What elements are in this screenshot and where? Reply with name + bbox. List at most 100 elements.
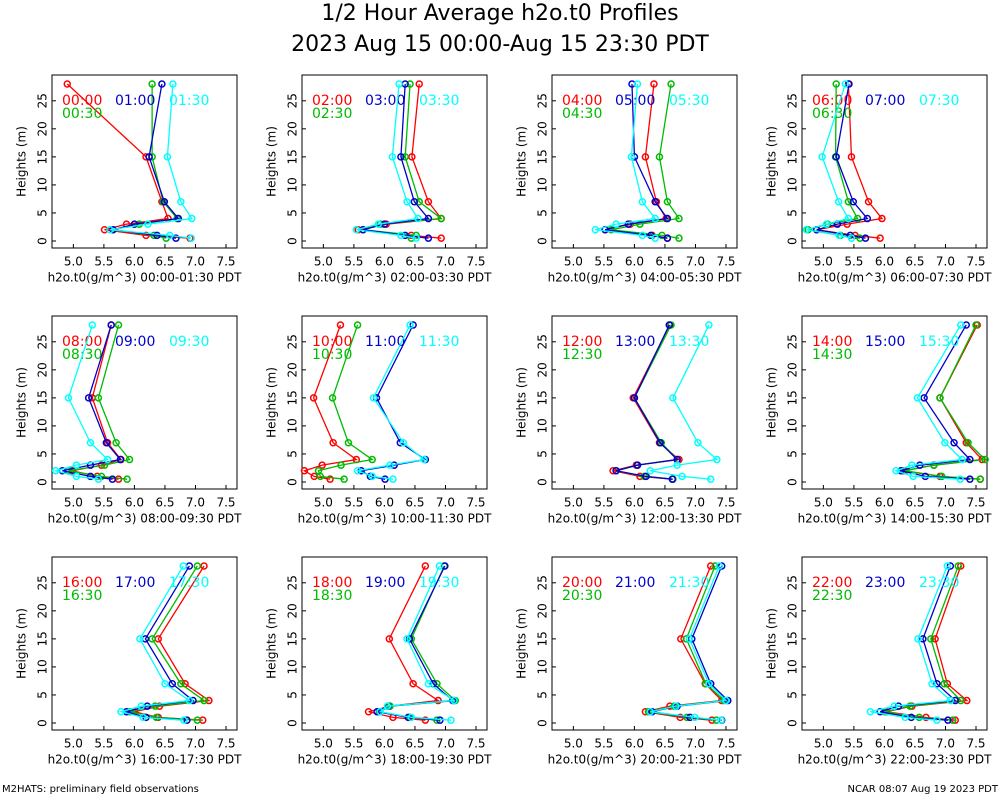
profile-point: [160, 197, 169, 206]
profile-point: [72, 461, 81, 469]
y-tick-label: 20: [536, 603, 550, 618]
profile-point: [713, 455, 721, 464]
profile-point: [651, 234, 659, 242]
profile-point: [412, 234, 420, 242]
profile-point: [434, 696, 442, 705]
profile-point: [179, 562, 188, 570]
x-axis-label: h2o.t0(g/m^3) 00:00-01:30 PDT: [48, 271, 243, 285]
profile-point: [424, 234, 433, 242]
plot-frame: [551, 556, 738, 731]
profile-point: [951, 696, 960, 705]
profile-point: [668, 475, 677, 483]
y-tick-label: 20: [36, 603, 50, 618]
profile-point: [818, 153, 826, 161]
profile-point: [638, 231, 647, 240]
profile-point: [368, 472, 376, 481]
y-tick-label: 20: [786, 121, 800, 136]
y-tick-label: 0: [36, 478, 50, 486]
profile-point: [86, 438, 95, 447]
profile-point: [415, 197, 423, 206]
profile-point: [861, 234, 870, 242]
profile-point: [878, 214, 886, 223]
profile-point: [946, 696, 955, 705]
x-axis-label: h2o.t0(g/m^3) 14:00-15:30 PDT: [798, 512, 993, 526]
y-tick-label: 5: [786, 691, 800, 699]
y-tick-label: 5: [36, 450, 50, 458]
profile-point: [368, 455, 376, 464]
profile-point: [901, 713, 909, 722]
profile-point: [64, 394, 73, 402]
profile-point: [630, 394, 639, 402]
profile-point: [822, 220, 831, 228]
profile-point: [316, 472, 325, 481]
profile-point: [193, 562, 202, 570]
profile-point: [145, 153, 153, 161]
profile-point: [383, 702, 392, 710]
profile-point: [956, 475, 964, 483]
x-tick-label: 7.0: [186, 737, 205, 751]
y-tick-label: 5: [286, 450, 300, 458]
legend-entry: 01:30: [169, 93, 209, 109]
profile-point: [663, 234, 672, 242]
profile-point: [705, 679, 713, 688]
profile-point: [205, 696, 213, 705]
legend-entry: 07:00: [865, 93, 905, 109]
y-axis-label: Heights (m): [515, 126, 529, 197]
y-tick-label: 0: [536, 719, 550, 727]
y-tick-label: 20: [36, 121, 50, 136]
legend-entry: 10:30: [312, 347, 352, 363]
profile-point: [94, 394, 103, 402]
profile-point: [177, 197, 185, 206]
legend-entry: 18:30: [312, 588, 352, 604]
x-tick-label: 7.0: [186, 255, 205, 269]
profile-line: [650, 565, 728, 721]
y-tick-label: 5: [786, 450, 800, 458]
profile-line: [112, 83, 180, 239]
profile-point: [388, 153, 397, 161]
profile-point: [722, 696, 730, 705]
x-tick-label: 7.5: [966, 496, 985, 510]
x-tick-label: 5.5: [94, 255, 113, 269]
x-axis-label: h2o.t0(g/m^3) 02:00-03:30 PDT: [298, 271, 493, 285]
legend-entry: 19:00: [365, 575, 405, 591]
profile-point: [424, 214, 433, 223]
legend-entry: 04:00: [562, 93, 602, 109]
x-tick-label: 6.0: [125, 737, 144, 751]
legend-entry: 21:30: [669, 575, 709, 591]
y-tick-label: 25: [536, 575, 550, 590]
y-tick-label: 25: [36, 93, 50, 108]
legend-entry: 14:30: [812, 347, 852, 363]
legend-entry: 17:00: [115, 575, 155, 591]
page-subtitle: 2023 Aug 15 00:00-Aug 15 23:30 PDT: [291, 32, 709, 57]
profile-point: [847, 234, 856, 242]
profile-point: [414, 214, 422, 223]
y-axis-label: Heights (m): [15, 608, 29, 679]
profile-point: [864, 197, 873, 206]
y-tick-label: 15: [36, 149, 50, 164]
x-tick-label: 7.0: [186, 496, 205, 510]
plot-frame: [801, 315, 988, 490]
x-tick-label: 7.5: [966, 255, 985, 269]
legend-entry: 04:30: [562, 106, 602, 122]
x-tick-label: 6.0: [125, 255, 144, 269]
profile-line: [806, 83, 852, 239]
x-tick-label: 6.5: [905, 255, 924, 269]
profile-point: [424, 679, 433, 688]
profile-point: [169, 80, 177, 88]
y-tick-label: 0: [786, 478, 800, 486]
profile-point: [329, 438, 337, 447]
profile-point: [300, 467, 309, 475]
x-tick-label: 5.0: [814, 737, 833, 751]
profile-point: [183, 716, 191, 724]
profile-point: [102, 438, 111, 447]
profile-point: [678, 472, 686, 481]
legend-entry: 02:30: [312, 106, 352, 122]
profile-point: [107, 321, 115, 329]
y-tick-label: 0: [286, 719, 300, 727]
profile-point: [72, 472, 81, 481]
x-tick-label: 6.0: [125, 496, 144, 510]
profile-line: [68, 324, 131, 480]
profile-point: [612, 467, 620, 475]
profile-point: [949, 716, 957, 724]
legend-entry: 08:00: [62, 334, 102, 350]
